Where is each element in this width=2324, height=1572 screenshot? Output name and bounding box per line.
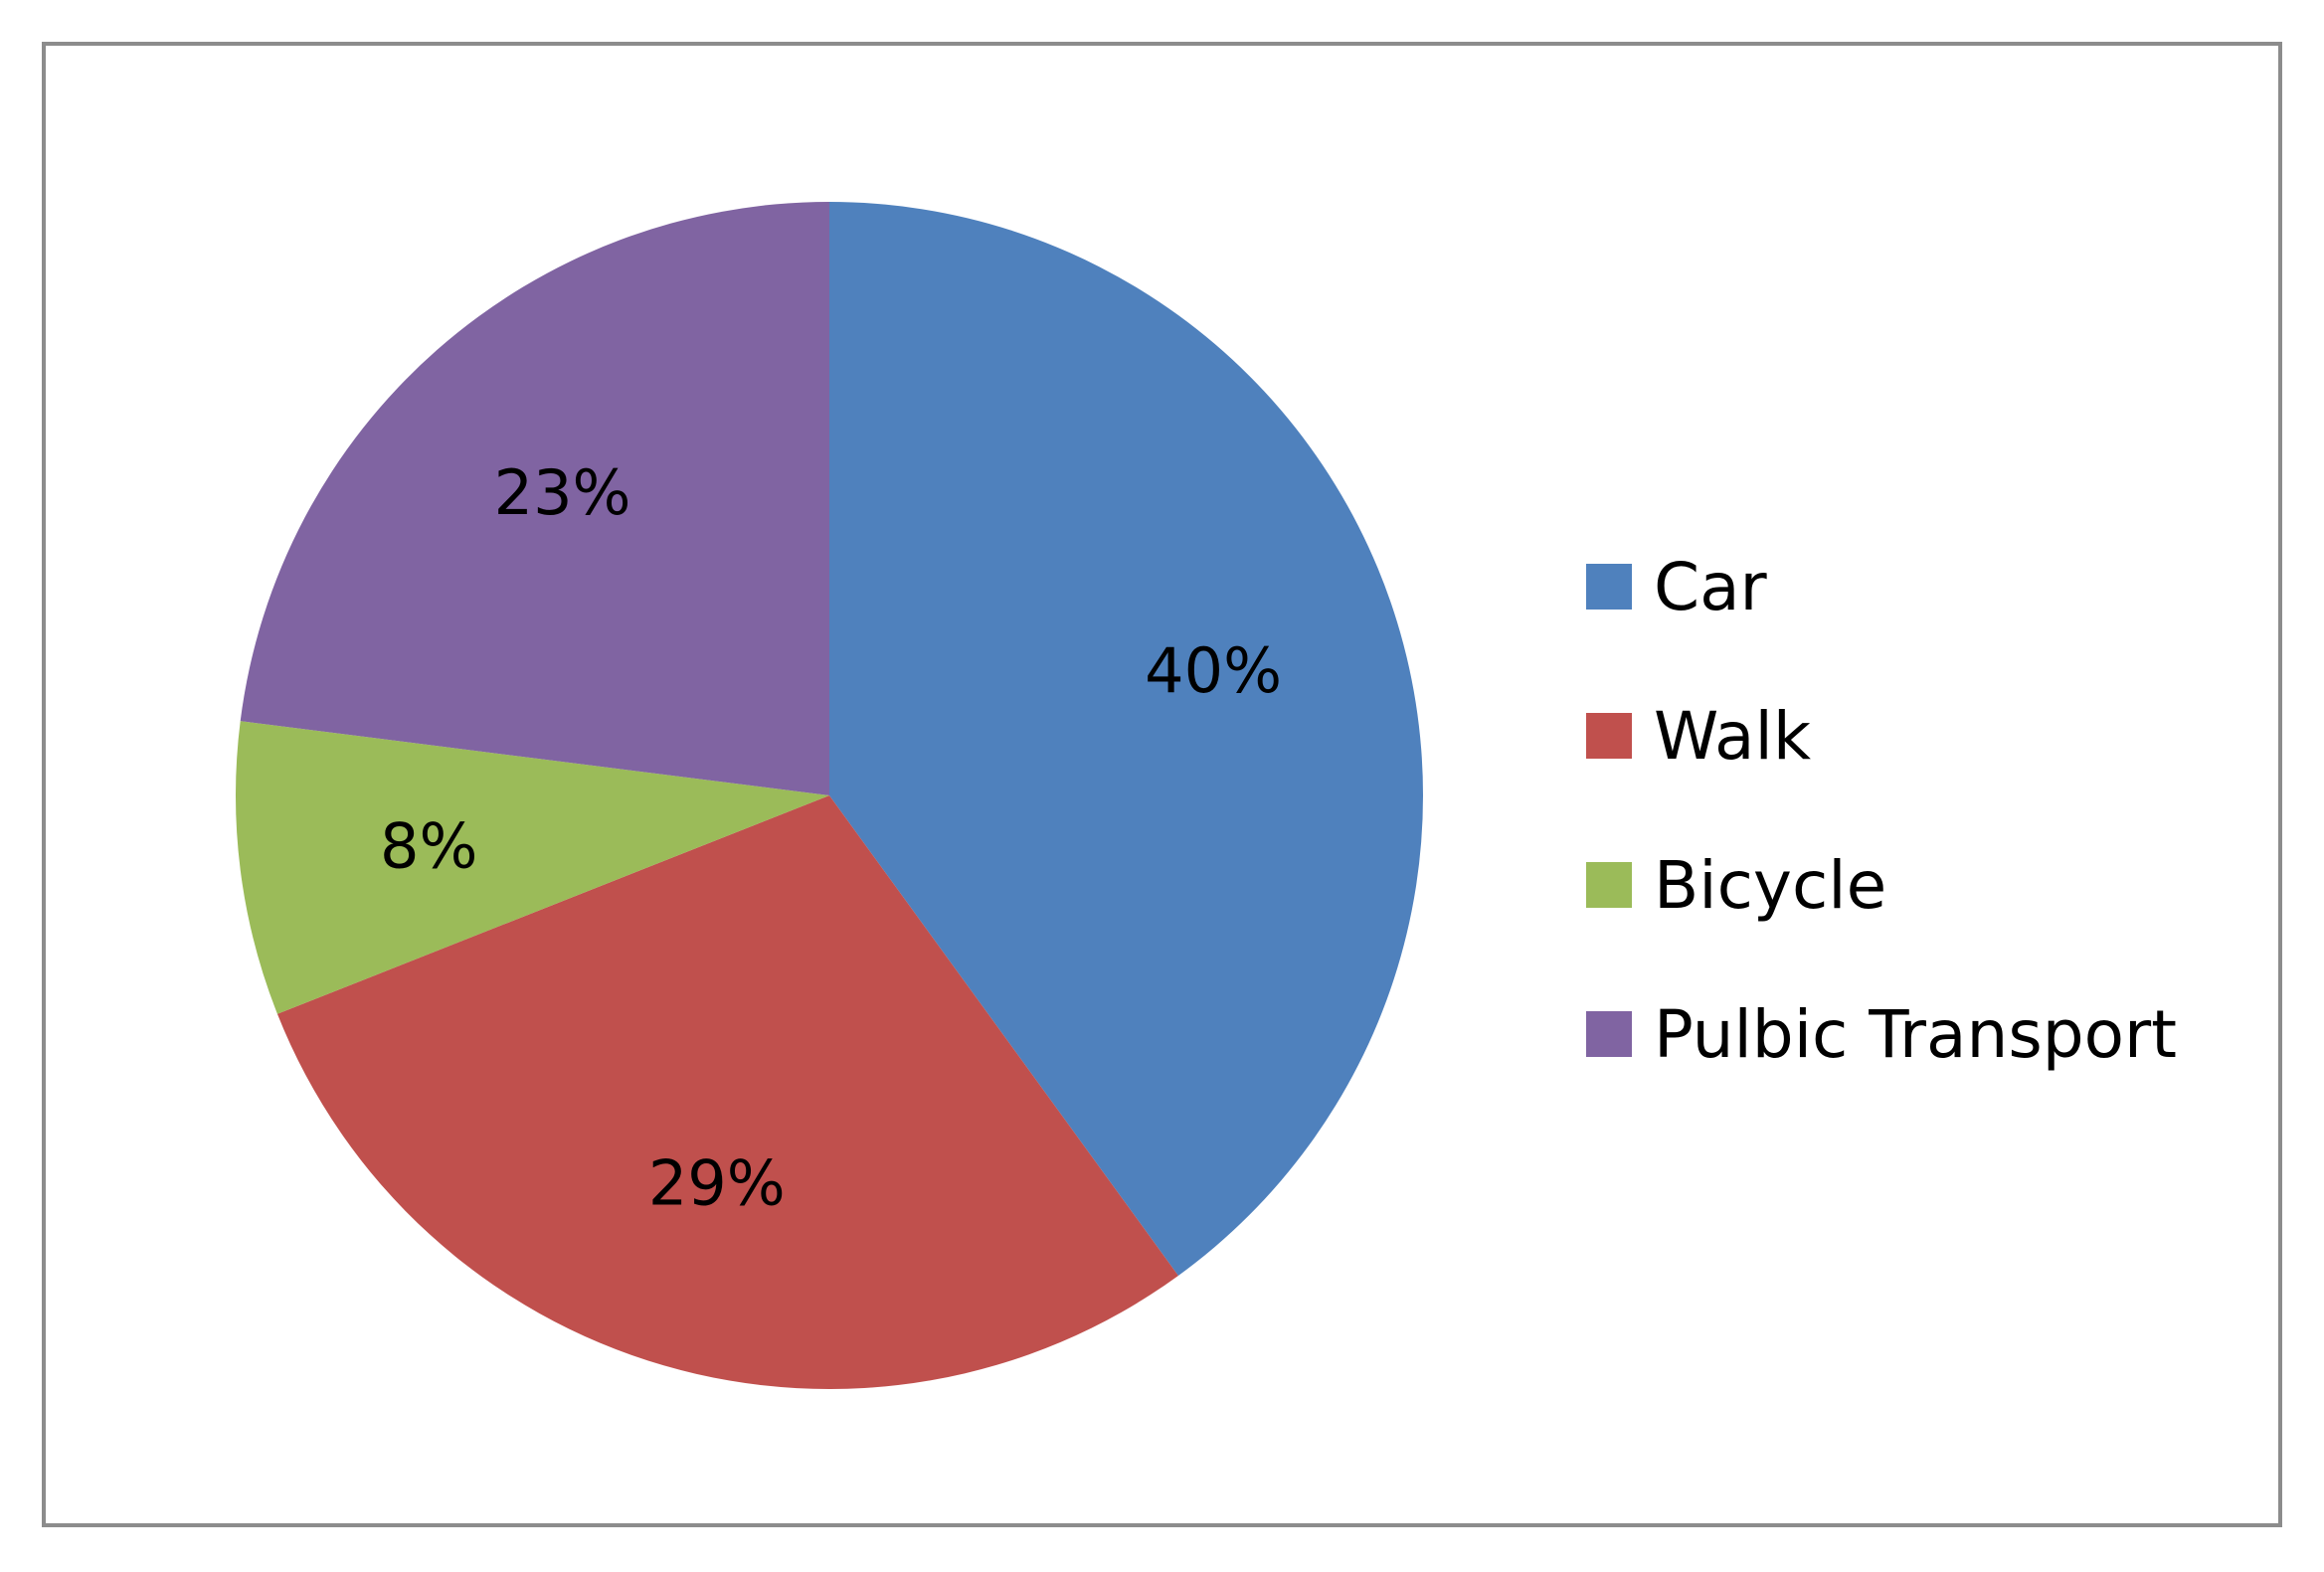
pie-data-labels: 40% 29% 8% 23%: [380, 456, 1282, 1219]
pie-slice-public-transport: [240, 202, 829, 795]
pie-slice-car: [829, 202, 1423, 1276]
legend-label-public-transport: Pulbic Transport: [1654, 995, 2178, 1073]
legend-label-car: Car: [1654, 548, 1767, 625]
legend-swatch-walk: [1586, 713, 1632, 759]
legend-swatch-bicycle: [1586, 862, 1632, 908]
legend-item-walk: Walk: [1586, 661, 2177, 810]
legend-swatch-car: [1586, 564, 1632, 610]
data-label-public-transport: 23%: [494, 456, 631, 529]
legend-item-car: Car: [1586, 512, 2177, 661]
legend-label-walk: Walk: [1654, 697, 1812, 775]
data-label-walk: 29%: [648, 1146, 786, 1219]
pie-slices: [236, 202, 1423, 1389]
legend: Car Walk Bicycle Pulbic Transport: [1586, 512, 2177, 1109]
pie-slice-walk: [276, 795, 1178, 1389]
legend-item-public-transport: Pulbic Transport: [1586, 960, 2177, 1109]
pie-slice-bicycle: [236, 721, 829, 1014]
legend-label-bicycle: Bicycle: [1654, 846, 1887, 924]
data-label-bicycle: 8%: [380, 809, 477, 882]
legend-swatch-public-transport: [1586, 1011, 1632, 1057]
legend-item-bicycle: Bicycle: [1586, 810, 2177, 960]
data-label-car: 40%: [1145, 634, 1282, 707]
